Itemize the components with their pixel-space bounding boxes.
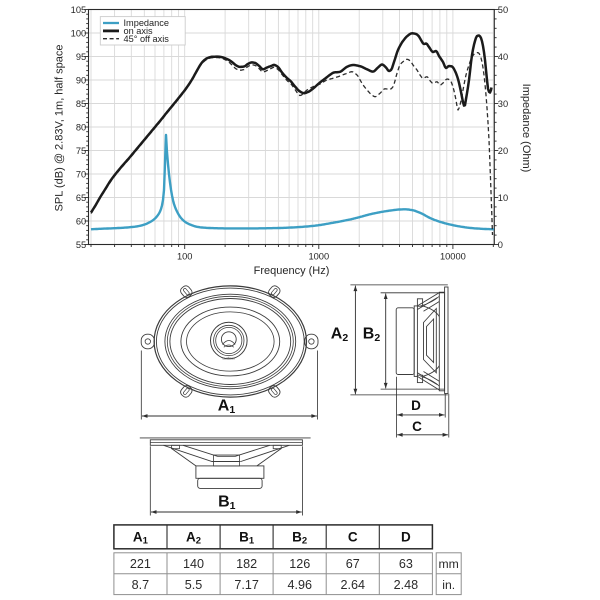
svg-text:55: 55 [76,240,86,250]
svg-text:C: C [412,419,422,434]
svg-text:Impedance: Impedance [124,18,169,28]
svg-text:10: 10 [498,193,508,203]
svg-text:8.7: 8.7 [132,578,150,592]
svg-text:60: 60 [76,216,86,226]
svg-text:63: 63 [399,557,413,571]
svg-text:Impedance (Ohm): Impedance (Ohm) [520,84,532,173]
svg-text:20: 20 [498,146,508,156]
svg-text:7.17: 7.17 [234,578,259,592]
svg-text:221: 221 [130,557,151,571]
svg-text:D: D [401,530,411,545]
svg-text:140: 140 [183,557,204,571]
svg-text:95: 95 [76,52,86,62]
svg-text:40: 40 [498,52,508,62]
svg-text:75: 75 [76,146,86,156]
svg-text:126: 126 [289,557,310,571]
svg-text:D: D [411,398,421,413]
svg-text:audison: audison [223,356,236,360]
svg-text:SPL (dB) @ 2.83V, 1m, half spa: SPL (dB) @ 2.83V, 1m, half space [54,45,66,212]
svg-text:4.96: 4.96 [287,578,312,592]
svg-text:5.5: 5.5 [185,578,203,592]
svg-text:30: 30 [498,99,508,109]
svg-text:45° off axis: 45° off axis [124,34,170,44]
svg-text:100: 100 [71,28,87,38]
svg-text:10000: 10000 [440,252,466,262]
svg-text:70: 70 [76,169,86,179]
svg-text:67: 67 [346,557,360,571]
svg-text:90: 90 [76,75,86,85]
svg-text:2.64: 2.64 [341,578,366,592]
svg-text:mm: mm [439,557,459,571]
svg-text:85: 85 [76,99,86,109]
svg-text:50: 50 [498,5,508,15]
svg-text:1000: 1000 [308,252,329,262]
svg-text:100: 100 [177,252,193,262]
svg-text:105: 105 [71,5,87,15]
svg-text:Frequency (Hz): Frequency (Hz) [254,265,330,277]
svg-text:2.48: 2.48 [394,578,419,592]
svg-text:on axis: on axis [124,26,154,36]
svg-text:in.: in. [442,578,455,592]
svg-text:182: 182 [236,557,257,571]
svg-text:80: 80 [76,122,86,132]
svg-text:0: 0 [498,240,503,250]
svg-text:65: 65 [76,193,86,203]
svg-text:C: C [348,530,358,545]
